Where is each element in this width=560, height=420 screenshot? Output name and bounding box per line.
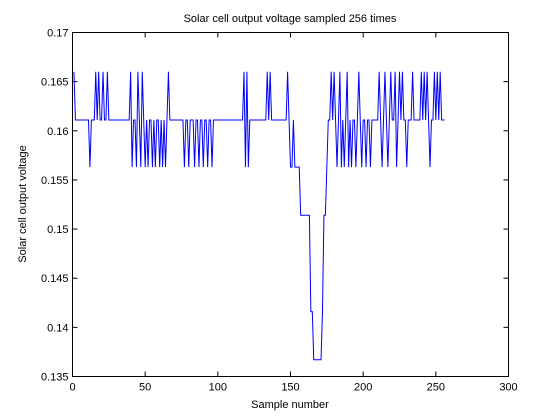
data-line <box>73 71 445 361</box>
y-tick-label: 0.15 <box>47 224 68 236</box>
x-tick-label: 200 <box>354 382 372 394</box>
x-tick-label: 50 <box>139 382 151 394</box>
x-tick-label: 300 <box>499 382 517 394</box>
y-tick-label: 0.16 <box>47 126 68 138</box>
y-tick-label: 0.17 <box>47 28 68 40</box>
y-tick-label: 0.165 <box>41 77 69 89</box>
chart-title: Solar cell output voltage sampled 256 ti… <box>184 13 397 25</box>
x-axis-label: Sample number <box>251 399 329 411</box>
x-tick-label: 100 <box>209 382 227 394</box>
y-tick-label: 0.145 <box>41 273 69 285</box>
y-axis-label: Solar cell output voltage <box>17 145 29 262</box>
y-tick-label: 0.155 <box>41 175 69 187</box>
x-tick-label: 150 <box>281 382 299 394</box>
y-tick-label: 0.135 <box>41 372 69 384</box>
y-tick-label: 0.14 <box>47 322 68 334</box>
x-tick-label: 250 <box>427 382 445 394</box>
plot-area <box>72 32 509 377</box>
x-tick-label: 0 <box>69 382 75 394</box>
